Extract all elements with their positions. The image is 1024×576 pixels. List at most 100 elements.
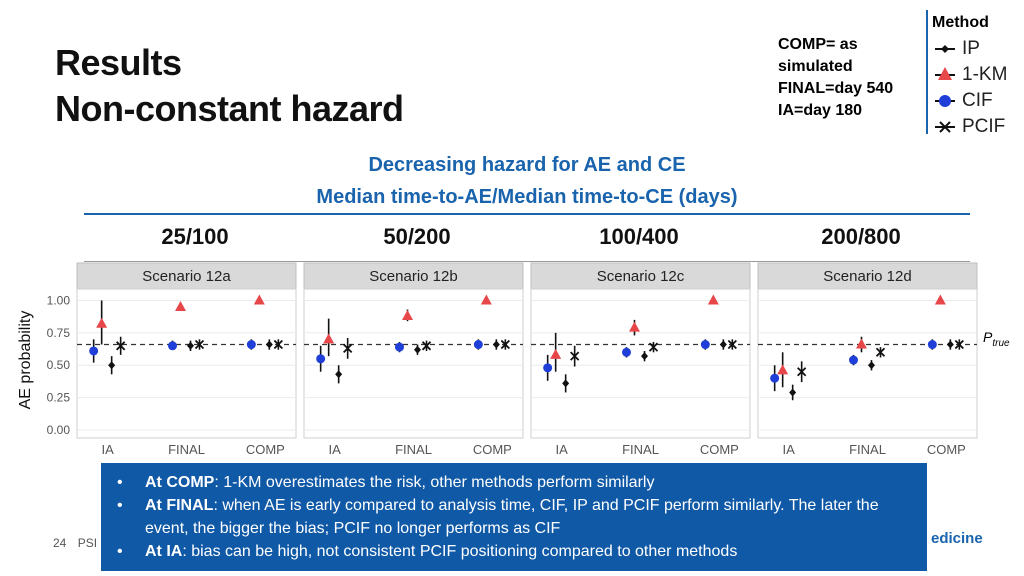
triangle-icon [935,67,955,80]
bullet-bold: At COMP [145,474,215,491]
cross-icon [935,121,955,133]
analysis-time-note: COMP= as simulated FINAL=day 540 IA=day … [778,34,893,122]
km-point [402,310,413,321]
subtitle-line-2: Median time-to-AE/Median time-to-CE (day… [316,186,738,208]
x-tick-label: FINAL [395,442,432,457]
note-line: COMP= as [778,36,858,53]
bullet-text: : 1-KM overestimates the risk, other met… [214,474,655,491]
cif-point [543,363,553,373]
pcif-point [648,342,659,352]
km-point [934,294,946,305]
ip-point [868,361,875,370]
cif-point [168,341,177,351]
pcif-point [797,367,807,377]
pcif-point [570,351,580,361]
km-point [96,317,108,328]
summary-callout: • At COMP: 1-KM overestimates the risk, o… [101,463,927,571]
x-tick-label: FINAL [622,442,659,457]
y-tick-label: 1.00 [47,293,71,307]
legend: Method IP 1-KM CIF PCIF [924,10,1024,140]
ip-point [492,340,500,349]
panel-strip [530,262,751,290]
km-point [480,294,492,305]
slide-title: Results Non-constant hazard [55,40,404,132]
bullet-dot: • [117,474,123,491]
legend-label: 1-KM [962,64,1008,85]
ip-point [719,340,727,349]
ip-point [335,370,343,379]
y-tick-label: 0.25 [47,391,71,405]
ptrue-label: Ptrue [983,329,1010,349]
legend-item-ip: IP [932,38,1022,60]
diamond-icon [935,45,955,53]
bullet-text: : when AE is early compared to analysis … [145,497,879,537]
bullet-item: • At COMP: 1-KM overestimates the risk, o… [117,471,915,494]
legend-label: IP [962,38,980,59]
column-header: 50/200 [383,224,451,249]
bullet-item: • At FINAL: when AE is early compared to … [117,494,915,540]
header-underline [84,261,970,262]
x-tick-label: FINAL [849,442,886,457]
cif-point [473,340,483,350]
panel-plot-area [757,288,978,439]
y-axis-title: AE probability [17,311,34,410]
km-point [550,348,562,359]
header-rule [84,213,970,215]
x-tick-label: COMP [700,442,739,457]
legend-label: PCIF [962,116,1006,137]
footer: 24 PSI [53,536,105,550]
y-tick-label: 0.75 [47,326,71,340]
legend-divider [926,10,928,134]
note-line: IA=day 180 [778,102,863,119]
pcif-point [875,347,886,357]
legend-item-cif: CIF [932,90,1022,112]
column-header: 100/400 [599,224,679,249]
km-point [856,338,867,349]
bullet-bold: At FINAL [145,497,214,514]
ip-point [789,388,797,397]
pcif-point [421,341,432,351]
panel-strip-label: Scenario 12b [369,268,457,285]
pcif-point [194,339,205,350]
column-header: 200/800 [821,224,901,249]
legend-label: CIF [962,90,993,111]
bullet-dot: • [117,543,123,560]
km-point [323,333,335,344]
note-line: simulated [778,58,853,75]
cif-point [316,354,326,364]
km-point [175,300,186,311]
title-line-2: Non-constant hazard [55,88,404,129]
ip-point [562,379,570,388]
bullet-bold: At IA [145,543,183,560]
ip-point [265,340,273,349]
panel-strip-label: Scenario 12a [142,268,231,285]
ptrue-sub: true [992,337,1010,349]
km-point [629,321,640,332]
cif-point [849,355,858,365]
km-point [777,364,789,375]
footer-text: PSI [77,536,98,550]
x-tick-label: FINAL [168,442,205,457]
x-tick-label: COMP [473,442,512,457]
panel-plot-area [303,288,524,439]
subtitle-line-1: Decreasing hazard for AE and CE [368,154,686,176]
page-number: 24 [53,536,67,550]
scenario-chart: AE probability 0.00 0.25 0.50 0.75 1.00 Scenar… [17,262,978,457]
ip-point [414,345,421,354]
ptrue-main: P [983,329,993,345]
cif-point [927,340,937,350]
cif-point [700,340,710,350]
ip-point [187,341,194,350]
ip-point [641,352,648,361]
y-tick-label: 0.50 [47,358,71,372]
pcif-point [116,341,126,351]
bullet-item: • At IA: bias can be high, not consistent… [117,540,915,563]
cif-point [246,340,256,350]
pcif-point [954,339,964,350]
x-tick-label: COMP [927,442,966,457]
x-tick-label: IA [783,442,796,457]
column-header: 25/100 [161,224,229,249]
x-tick-label: IA [102,442,115,457]
panel-plot-area [530,288,751,439]
cif-point [770,373,780,383]
